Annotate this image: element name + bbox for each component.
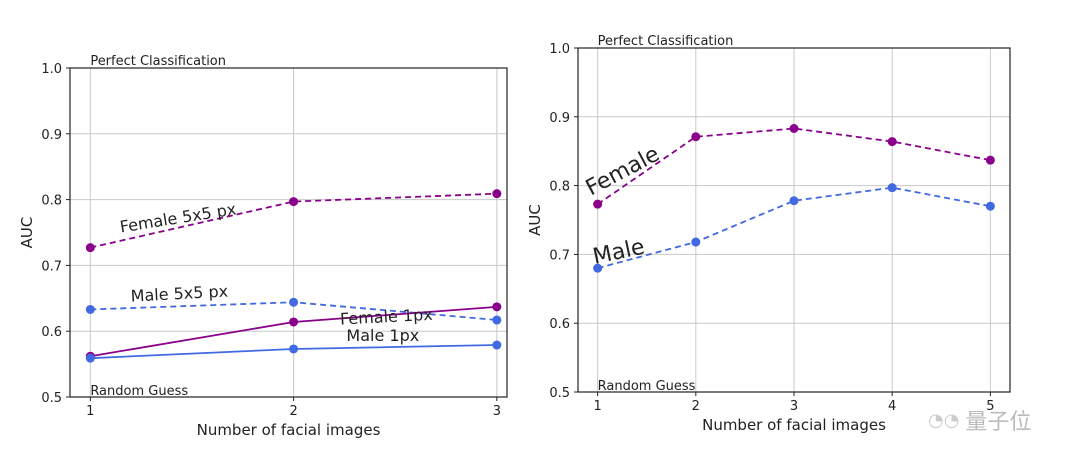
watermark: ◔◔ 量子位 [928, 404, 1031, 436]
x-tick-label: 1 [86, 404, 94, 419]
series-label: Male 1px [346, 326, 419, 345]
series-label: Male 5x5 px [130, 282, 228, 306]
y-axis-label: AUC [526, 204, 544, 236]
series-female-1px: Female 1px [85, 302, 502, 361]
y-tick-label: 0.8 [549, 180, 570, 195]
series-line [90, 192, 497, 249]
wechat-icon: ◔◔ [928, 409, 960, 431]
data-point [492, 340, 502, 350]
axes-frame [577, 47, 1011, 393]
data-point [289, 197, 299, 207]
data-point [789, 196, 799, 206]
x-axis-label: Number of facial images [197, 421, 381, 439]
data-point [691, 132, 701, 142]
y-axis-label: AUC [18, 217, 36, 249]
series-male-1px: Male 1px [85, 326, 502, 363]
y-tick-label: 0.6 [549, 317, 570, 332]
data-point [289, 297, 299, 307]
chart-2: 1 2 3 4 5 0.5 0.6 0.7 0.8 0.9 1.0 Number of facial … [526, 34, 1011, 434]
y-tick-label: 0.9 [549, 111, 570, 126]
chart-1: 1 2 3 0.5 0.6 0.7 0.8 0.9 1.0 Number of facial im… [18, 54, 508, 439]
y-tick-label: 0.7 [549, 248, 570, 263]
series-male-5x5-px: Male 5x5 px [85, 282, 502, 325]
axes-frame [69, 67, 508, 398]
y-tick-label: 0.5 [549, 386, 570, 401]
watermark-text: 量子位 [965, 410, 1032, 435]
series-label: Female 1px [340, 305, 434, 329]
data-point [985, 201, 995, 211]
y-tick-label: 0.5 [41, 391, 62, 406]
series-label: Male [591, 235, 647, 270]
data-point [85, 353, 95, 363]
data-point [289, 344, 299, 354]
x-tick-label: 3 [493, 404, 501, 419]
data-point [691, 237, 701, 247]
series-label: Female 5x5 px [118, 199, 237, 236]
data-point [593, 263, 603, 273]
annotation-random-guess: Random Guess [598, 379, 696, 394]
x-tick-label: 1 [593, 399, 601, 414]
data-point [492, 189, 502, 199]
annotation-perfect-classification: Perfect Classification [90, 54, 226, 69]
data-point [85, 304, 95, 314]
y-tick-label: 0.9 [41, 128, 62, 143]
data-point [85, 243, 95, 253]
y-tick-label: 0.8 [41, 194, 62, 209]
data-point [789, 123, 799, 133]
x-tick-label: 2 [692, 399, 700, 414]
x-tick-label: 2 [289, 404, 297, 419]
data-point [492, 315, 502, 325]
y-tick-label: 0.7 [41, 259, 62, 274]
y-tick-label: 0.6 [41, 325, 62, 340]
data-point [593, 199, 603, 209]
x-tick-label: 4 [888, 399, 896, 414]
series-label: Female [582, 142, 664, 201]
series-male: Male [591, 183, 995, 273]
annotation-perfect-classification: Perfect Classification [598, 34, 734, 49]
data-point [492, 302, 502, 312]
annotation-random-guess: Random Guess [90, 384, 188, 399]
y-tick-label: 1.0 [549, 42, 570, 57]
x-tick-label: 3 [790, 399, 798, 414]
data-point [985, 155, 995, 165]
series-line [597, 186, 991, 270]
x-tick-label: 5 [986, 399, 994, 414]
data-point [289, 317, 299, 327]
data-point [887, 183, 897, 193]
x-axis-label: Number of facial images [702, 416, 886, 434]
series-female: Female [582, 123, 995, 209]
y-tick-label: 1.0 [41, 62, 62, 77]
data-point [887, 137, 897, 147]
